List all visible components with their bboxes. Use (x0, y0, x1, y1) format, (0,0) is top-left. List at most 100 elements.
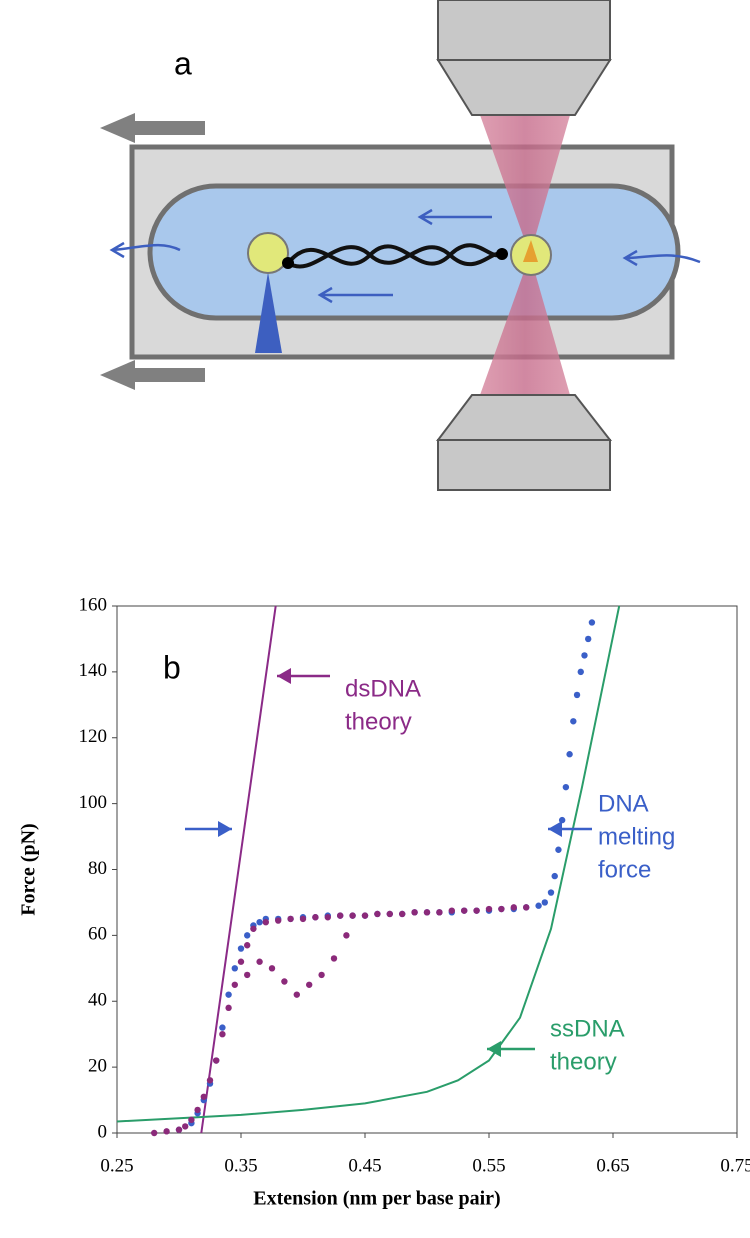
data-point (547, 889, 555, 896)
y-tick-label: 40 (88, 990, 107, 1011)
objective (437, 0, 611, 61)
annotation: dsDNA (345, 675, 421, 702)
data-point (299, 915, 307, 923)
annotation: force (598, 856, 651, 883)
theory-line (116, 605, 621, 1123)
data-point (436, 909, 443, 916)
x-tick-label: 0.75 (720, 1155, 750, 1176)
data-point (188, 1116, 195, 1124)
data-point (163, 1128, 170, 1135)
data-point (225, 1004, 232, 1012)
x-tick-label: 0.55 (472, 1155, 505, 1176)
data-point (558, 816, 566, 824)
focus (523, 240, 538, 262)
arrow (100, 113, 205, 143)
annotation: theory (345, 708, 412, 735)
y-tick-label: 60 (88, 924, 107, 945)
y-tick-label: 160 (79, 594, 108, 615)
arrow (100, 360, 205, 390)
arrow-head (548, 821, 562, 837)
annotation: DNA (598, 790, 649, 817)
flow-arrows (109, 208, 701, 304)
data-point (374, 910, 381, 918)
x-tick-label: 0.65 (596, 1155, 629, 1176)
data-point (498, 905, 505, 913)
data-point (461, 907, 468, 914)
x-axis-label: Extension (nm per base pair) (253, 1188, 500, 1210)
data-point (349, 912, 356, 919)
y-tick-label: 100 (79, 792, 108, 813)
panel-label: a (174, 45, 192, 81)
data-point (485, 905, 493, 913)
data-point (343, 932, 350, 939)
data-point (213, 1057, 220, 1064)
data-point (225, 991, 232, 998)
data-point (281, 978, 288, 985)
arrow-head (218, 821, 232, 837)
data-point (275, 917, 282, 924)
data-point (541, 899, 548, 906)
arrow-head (487, 1041, 501, 1057)
data-point (535, 902, 542, 909)
data-point (256, 958, 263, 965)
data-point (411, 909, 418, 916)
data-point (231, 965, 238, 972)
data-point (577, 668, 584, 676)
data-point (219, 1024, 226, 1031)
x-tick-label: 0.45 (348, 1155, 381, 1176)
arrow-head (277, 668, 291, 684)
data-point (588, 619, 596, 626)
data-point (244, 932, 251, 939)
data-point (312, 914, 319, 921)
annotation: ssDNA (550, 1015, 625, 1042)
data-point (570, 718, 577, 725)
objective (436, 59, 612, 116)
data-point (551, 872, 558, 880)
attachment (496, 248, 508, 260)
attachment (282, 257, 294, 269)
data-point (386, 910, 393, 918)
data-point (318, 971, 325, 979)
data-point (562, 783, 570, 791)
data-point (399, 910, 406, 918)
data-point (585, 635, 592, 643)
theory-line (200, 605, 277, 1134)
data-point (573, 691, 581, 699)
objective (435, 394, 613, 441)
y-axis-label: Force (pN) (18, 823, 40, 915)
data-point (219, 1030, 226, 1038)
data-point (256, 919, 263, 926)
data-point (523, 904, 530, 911)
data-point (555, 846, 562, 853)
diagram: a (100, 0, 701, 491)
data-point (306, 981, 313, 988)
y-tick-label: 140 (79, 660, 108, 681)
data-point (287, 915, 294, 923)
data-point (361, 912, 369, 919)
y-tick-label: 80 (88, 858, 107, 879)
data-point (244, 971, 251, 979)
bead (247, 232, 289, 274)
data-point (268, 965, 276, 972)
data-point (337, 912, 344, 919)
data-point (566, 751, 573, 758)
data-point (182, 1123, 189, 1130)
data-point (237, 958, 245, 965)
chart: 0 20 40 60 80 100 120 140 160 0.25 0.35 0.45 0.55 0.6… (18, 594, 750, 1209)
data-point (262, 919, 269, 926)
data-point (244, 942, 251, 949)
objective (437, 439, 611, 491)
data-point (151, 1129, 158, 1137)
data-point (194, 1106, 201, 1114)
x-tick-label: 0.35 (224, 1155, 257, 1176)
data-point (330, 955, 338, 962)
y-tick-label: 0 (98, 1121, 108, 1142)
data-point (250, 925, 257, 932)
x-tick-label: 0.25 (100, 1155, 133, 1176)
micropipette (255, 272, 282, 353)
panel-label: b (163, 649, 181, 685)
data-point (175, 1126, 183, 1133)
data-point (200, 1093, 207, 1100)
data-point (293, 991, 300, 998)
